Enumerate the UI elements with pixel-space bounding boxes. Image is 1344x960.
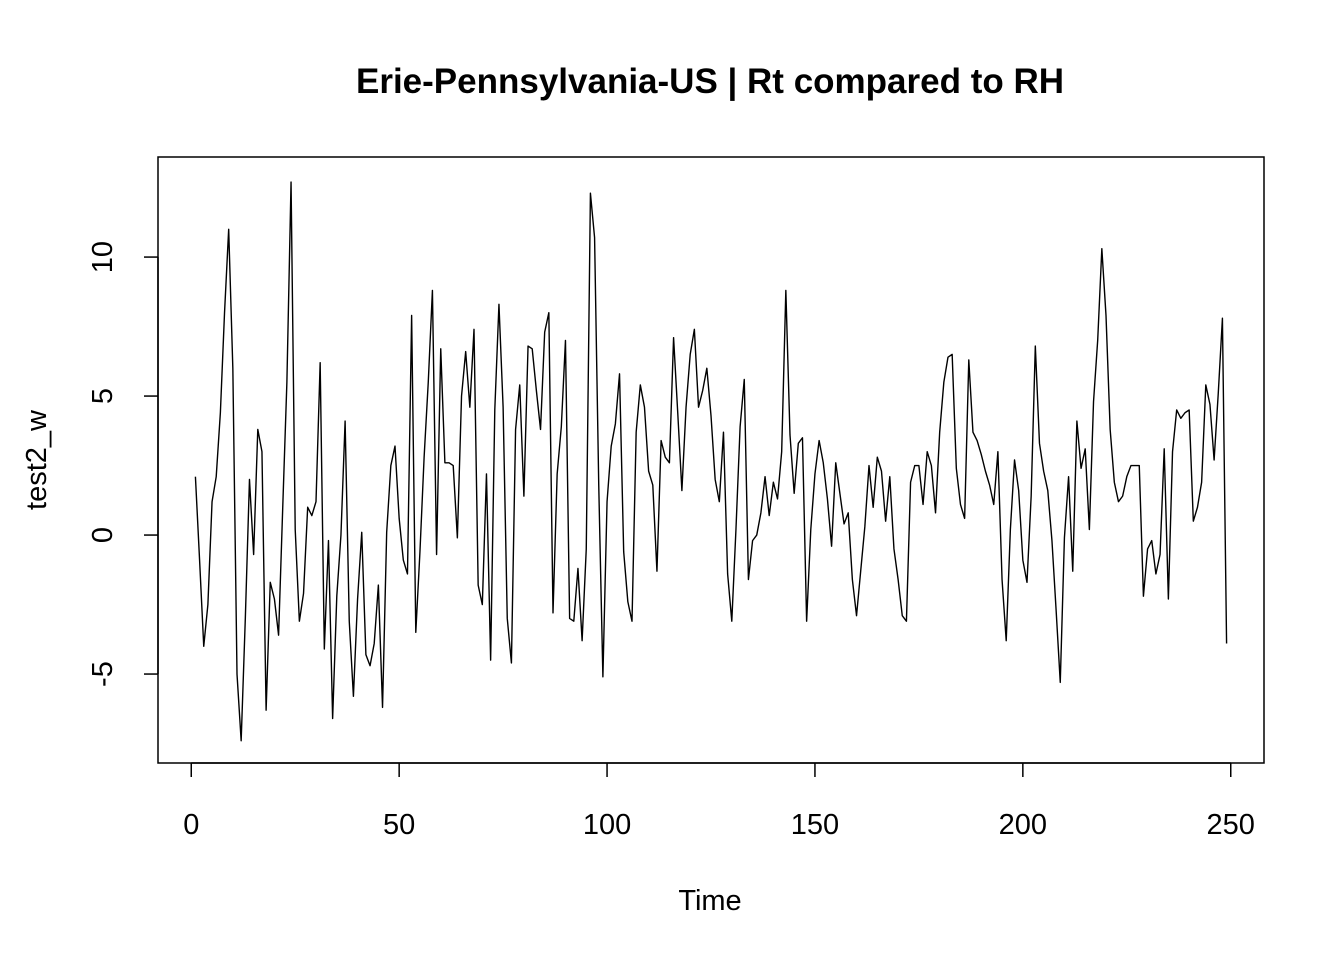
x-tick-label: 0 (183, 809, 199, 841)
y-tick-label: 10 (87, 241, 119, 273)
y-tick-label: 0 (87, 527, 119, 543)
x-tick-label: 50 (383, 809, 415, 841)
y-tick-label: -5 (87, 661, 119, 687)
y-axis-label: test2_w (21, 409, 53, 510)
y-axis: -5 0 5 10 (87, 241, 159, 687)
x-tick-label: 100 (583, 809, 631, 841)
y-tick-label: 5 (87, 388, 119, 404)
chart-title: Erie-Pennsylvania-US | Rt compared to RH (356, 62, 1064, 101)
x-tick-label: 250 (1207, 809, 1255, 841)
x-tick-label: 200 (999, 809, 1047, 841)
x-tick-label: 150 (791, 809, 839, 841)
plot-frame (157, 156, 1265, 764)
x-axis-label: Time (678, 885, 741, 917)
series-line (194, 181, 1228, 742)
x-axis: 0 50 100 150 200 250 (183, 762, 1255, 841)
